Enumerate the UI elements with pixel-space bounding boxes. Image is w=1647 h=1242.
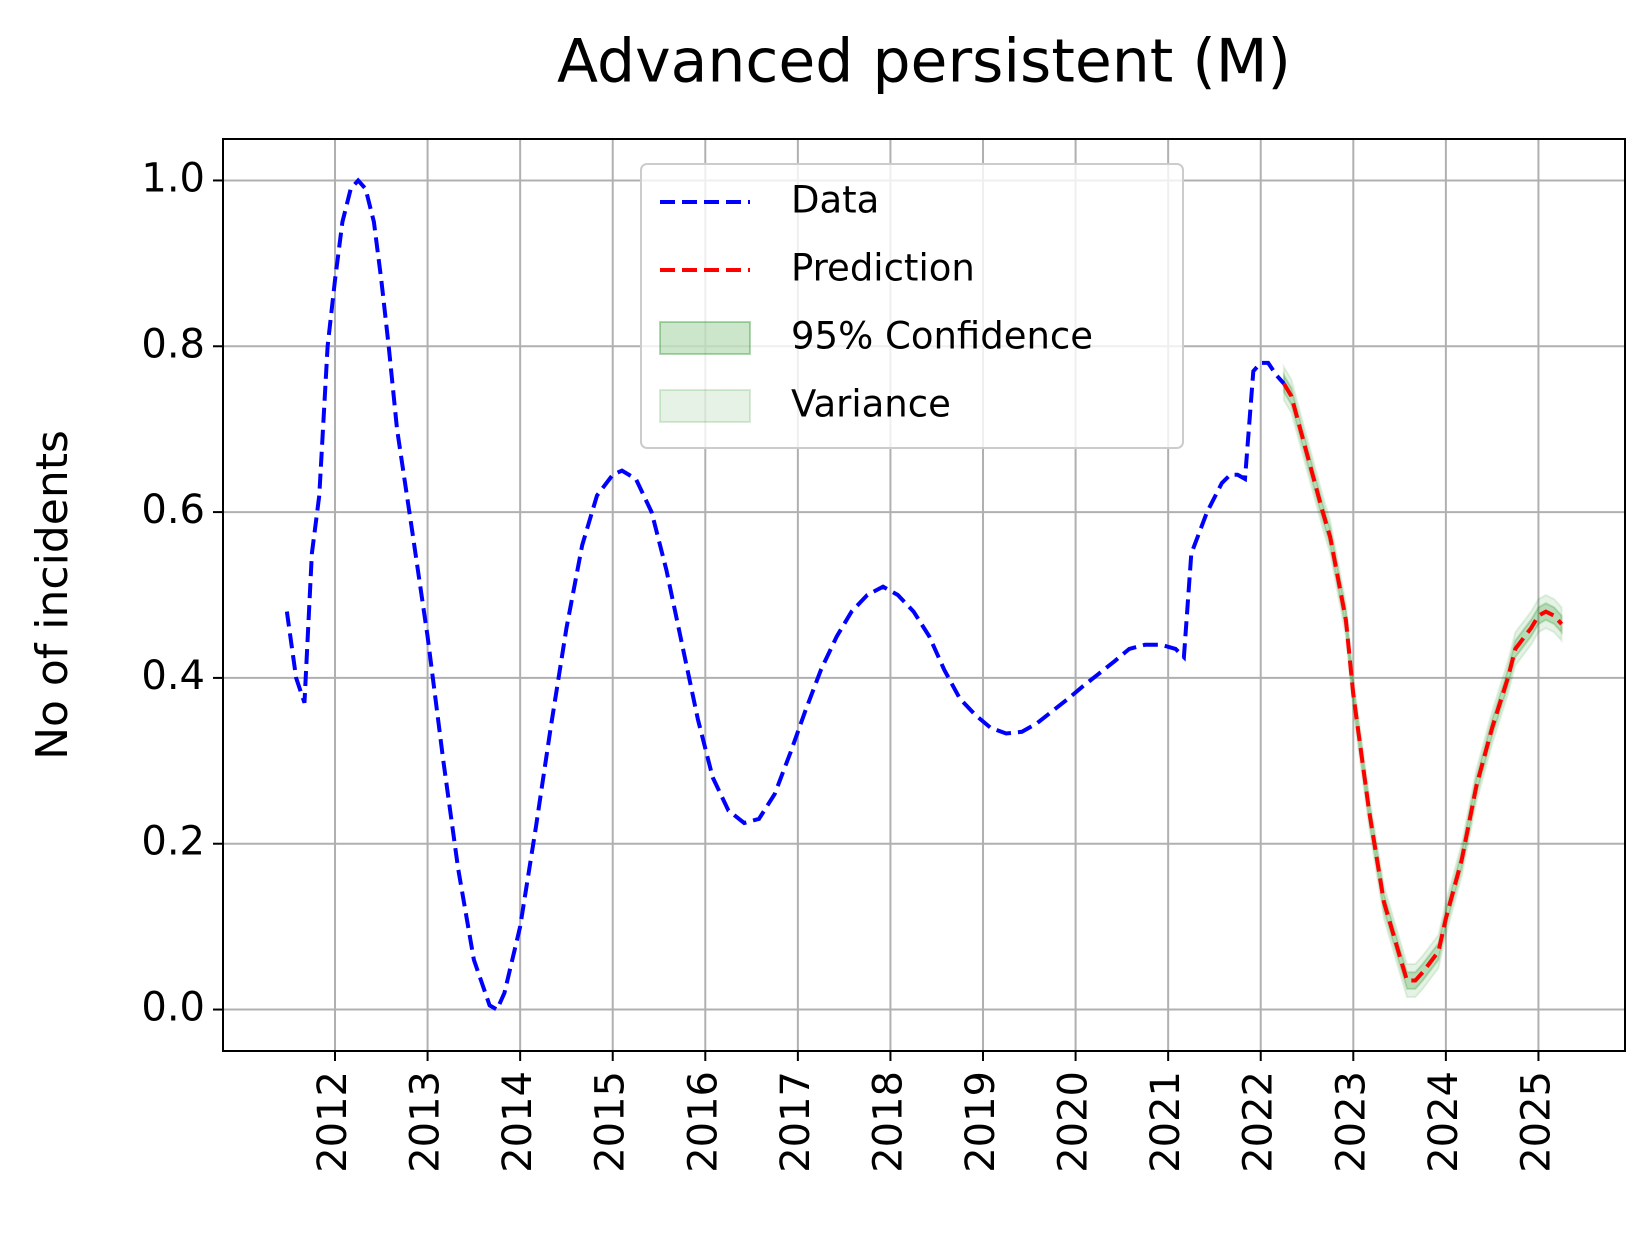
- x-tick-label: 2021: [1143, 1071, 1189, 1173]
- y-tick-label: 0.4: [141, 653, 205, 699]
- y-tick-label: 0.6: [141, 487, 205, 533]
- x-tick-label: 2013: [403, 1071, 449, 1173]
- x-tick-label: 2015: [588, 1071, 634, 1173]
- legend-swatch: [659, 389, 751, 423]
- x-tick-label: 2024: [1421, 1071, 1467, 1173]
- legend-swatch: [659, 321, 751, 355]
- y-tick-label: 1.0: [141, 155, 205, 201]
- x-tick-label: 2020: [1051, 1071, 1097, 1173]
- line-series: [284, 177, 1286, 1013]
- x-tick-label: 2014: [495, 1071, 541, 1173]
- plot-frame: [222, 138, 1626, 1052]
- line-series: [1282, 382, 1564, 983]
- y-tick-label: 0.2: [141, 819, 205, 865]
- y-tick-label: 0.0: [141, 985, 205, 1031]
- legend-label: Prediction: [791, 247, 975, 290]
- legend-label: 95% Confidence: [791, 315, 1093, 358]
- y-tick-label: 0.8: [141, 321, 205, 367]
- confidence-band: [1282, 363, 1563, 999]
- y-axis-label: No of incidents: [27, 430, 78, 760]
- x-tick-label: 2016: [680, 1071, 726, 1173]
- legend-box: [640, 163, 1184, 449]
- x-tick-label: 2022: [1236, 1071, 1282, 1173]
- legend-label: Data: [791, 179, 879, 222]
- x-tick-label: 2012: [310, 1071, 356, 1173]
- x-tick-label: 2019: [958, 1071, 1004, 1173]
- x-tick-label: 2023: [1328, 1071, 1374, 1173]
- confidence-band: [1282, 371, 1563, 990]
- x-tick-label: 2025: [1513, 1071, 1559, 1173]
- legend-label: Variance: [791, 383, 951, 426]
- chart-title: Advanced persistent (M): [557, 27, 1291, 97]
- x-tick-label: 2018: [865, 1071, 911, 1173]
- x-tick-label: 2017: [773, 1071, 819, 1173]
